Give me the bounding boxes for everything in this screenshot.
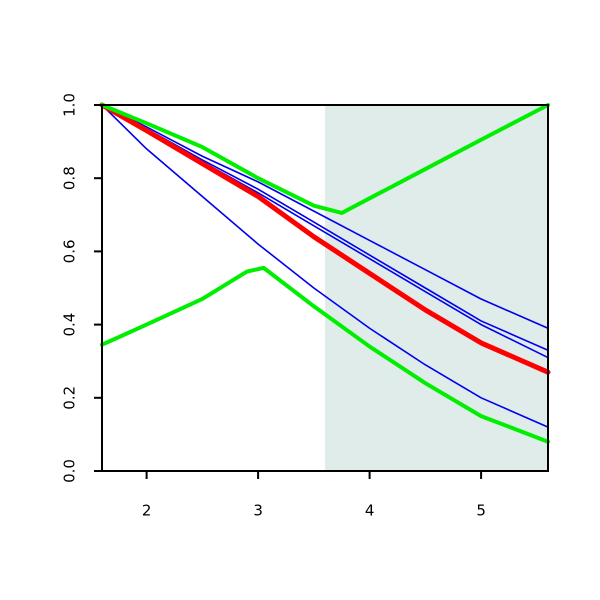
series-line — [99, 102, 551, 375]
x-tick-label: 2 — [142, 502, 152, 520]
y-tick-label: 0.6 — [61, 239, 79, 263]
x-tick-label: 5 — [476, 502, 486, 520]
y-tick-label: 0.4 — [61, 313, 79, 337]
series-line — [101, 104, 549, 428]
y-tick-label: 0.2 — [61, 386, 79, 410]
plot-frame — [101, 104, 549, 472]
series-line — [100, 103, 550, 215]
y-tick-label: 1.0 — [61, 93, 79, 117]
x-tick-label: 3 — [253, 502, 263, 520]
series-line — [100, 265, 550, 444]
series-line — [101, 104, 549, 330]
y-tick-label: 0.8 — [61, 166, 79, 190]
y-tick-label: 0.0 — [61, 459, 79, 483]
x-tick-label: 4 — [365, 502, 375, 520]
shaded-region — [325, 105, 548, 471]
